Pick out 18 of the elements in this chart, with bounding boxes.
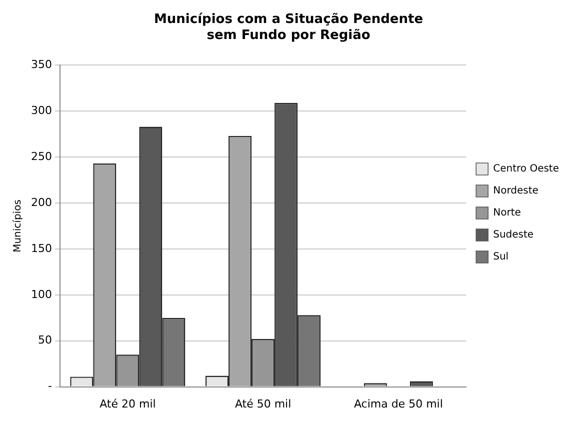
legend-label: Sudeste — [493, 230, 534, 241]
y-tick-label: - — [48, 380, 52, 393]
chart-title: Municípios com a Situação Pendente sem Fundo por Região — [154, 12, 424, 43]
y-tick-label: 50 — [38, 334, 52, 347]
y-tick-label: 300 — [30, 104, 52, 117]
x-tick-label: Até 20 mil — [100, 397, 156, 410]
y-tick-label: 100 — [30, 288, 52, 301]
y-tick-label: 200 — [30, 196, 52, 209]
legend-label: Centro Oeste — [493, 164, 559, 175]
legend-label: Nordeste — [493, 186, 538, 197]
x-tick-label: Acima de 50 mil — [354, 397, 443, 410]
y-axis-title: Municípios — [12, 200, 24, 252]
legend-label: Norte — [493, 208, 521, 219]
legend-label: Sul — [493, 252, 509, 263]
y-tick-label: 250 — [30, 150, 52, 163]
y-tick-label: 350 — [30, 58, 52, 72]
y-tick-label: 150 — [30, 242, 52, 255]
x-tick-label: Até 50 mil — [234, 397, 292, 410]
